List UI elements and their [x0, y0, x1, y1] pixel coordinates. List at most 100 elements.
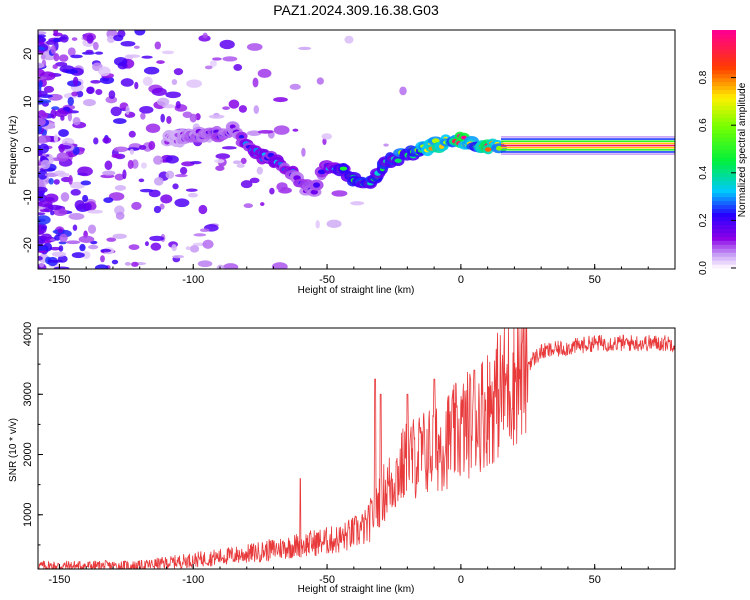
spectrogram-noise-blob [38, 117, 46, 127]
spectrogram-ridge-core [496, 145, 503, 151]
spectrogram-noise-blob [153, 205, 162, 214]
spectrogram-noise-blob [53, 266, 70, 269]
spectrogram-noise-blob [38, 62, 45, 69]
spectrogram-noise-blob [86, 34, 94, 44]
spectrogram-noise-blob [149, 235, 165, 242]
spectrogram-noise-blob [125, 105, 130, 116]
spectrogram-noise-blob [95, 88, 103, 96]
spectrogram-noise-blob [221, 146, 237, 150]
spectrogram-noise-blob [80, 180, 92, 186]
colorbar-step [712, 240, 736, 245]
colorbar-step [712, 204, 736, 210]
spectrogram-noise-blob [78, 235, 95, 243]
spectrogram-ridge-core [317, 169, 326, 175]
spectrogram-noise-blob [139, 188, 154, 193]
spectrogram-noise-blob [67, 96, 74, 106]
spectrogram-noise-blob [103, 197, 114, 203]
spectrogram-ridge-core [484, 147, 492, 152]
spectrogram-noise-blob [86, 86, 94, 94]
spectrogram-noise-blob [214, 159, 225, 164]
spectrogram-noise-blob [93, 137, 99, 145]
colorbar-step [712, 196, 736, 202]
spectrogram-noise-blob [122, 169, 127, 180]
spectrogram-noise-blob [108, 192, 125, 201]
spectrogram-noise-blob [128, 244, 140, 251]
spectrogram-noise-blob [144, 241, 149, 247]
spectrogram-noise-blob [114, 184, 127, 191]
x-tick-label: 0 [458, 274, 464, 286]
figure-title: PAZ1.2024.309.16.38.G03 [273, 2, 439, 18]
snr-line [38, 328, 675, 569]
spectrogram-noise-blob [38, 99, 52, 104]
colorbar-ticks: 0.0 0.2 0.4 0.6 0.8 [698, 70, 736, 275]
y-tick-label: 20 [22, 48, 34, 60]
spectrogram-noise-blob [72, 116, 81, 126]
spectrogram-noise-blob [134, 81, 139, 90]
colorbar-step [712, 81, 736, 87]
colorbar-tick-label: 0.2 [698, 213, 709, 227]
spectrogram-noise-blob [50, 44, 57, 55]
spectrogram-noise-blob [185, 188, 198, 192]
y-tick-label: 3000 [22, 382, 34, 406]
colorbar-step [712, 117, 736, 122]
colorbar-step [712, 176, 736, 182]
spectrogram-noise-blob [94, 51, 104, 55]
spectrogram-noise-blob [70, 189, 81, 196]
colorbar-step [712, 89, 736, 95]
spectrogram-noise-blob [48, 178, 54, 185]
spectrogram-noise-blob [53, 208, 68, 217]
spectrogram-noise-blob [174, 198, 190, 208]
spectrogram-noise-blob [175, 100, 181, 109]
spectrogram-noise-blob [165, 170, 175, 179]
spectrogram-noise-blob [114, 173, 125, 181]
spectrogram-noise-blob [87, 209, 103, 214]
spectrogram-noise-blob [199, 228, 210, 233]
spectrogram-noise-blob [202, 239, 214, 249]
spectrogram-band-line [501, 153, 675, 155]
spectrogram-noise-blob [82, 202, 92, 211]
spectrogram-band-line [501, 146, 675, 149]
spectrogram-noise-blob [99, 76, 115, 85]
spectrogram-noise-blob [165, 91, 181, 99]
spectrogram-ridge-core [313, 182, 321, 188]
y-tick-label: -20 [22, 237, 34, 253]
spectrogram-noise-blob [249, 177, 260, 184]
x-tick-label: -50 [319, 574, 335, 586]
snr-panel: -150 -100 -50 0 50 1000 2000 3000 4000 Height o… [8, 322, 676, 595]
spectrogram-noise-blob [115, 211, 125, 220]
spectrogram-noise-blob [38, 215, 51, 225]
y-tick-label: 2000 [22, 442, 34, 466]
spectrogram-noise-blob [82, 98, 96, 107]
spectrogram-noise-blob [87, 224, 97, 234]
colorbar-tick-label: 0.4 [698, 165, 709, 179]
spectrogram-noise-blob [50, 109, 57, 119]
spectrogram-noise-blob [236, 163, 245, 168]
colorbar-step [712, 244, 736, 249]
spectrogram-noise-blob [112, 233, 127, 239]
colorbar-step [712, 260, 736, 265]
spectrogram-noise-blob [68, 212, 85, 220]
spectrogram-noise-blob [298, 46, 312, 51]
spectrogram-noise-blob [60, 192, 70, 202]
spectrogram-noise-blob [128, 130, 136, 138]
spectrogram-noise-blob [273, 125, 290, 135]
spectrogram-noise-blob [38, 31, 47, 35]
spectrogram-noise-blob [145, 123, 161, 134]
colorbar-step [712, 69, 736, 75]
spectrogram-noise-blob [233, 63, 243, 71]
spectrogram-noise-blob [292, 128, 299, 132]
spectrogram-noise-blob [38, 186, 48, 194]
colorbar-label: Normalized spectral amplitude [737, 82, 748, 217]
colorbar-step [712, 57, 736, 63]
spectrogram-noise-blob [52, 32, 63, 37]
spectrogram-noise-blob [165, 155, 179, 164]
colorbar-tick-label: 0.8 [698, 70, 709, 84]
spectrogram-noise-blob [106, 237, 117, 242]
colorbar-step [712, 33, 736, 39]
spectrogram-noise-blob [173, 68, 184, 76]
spectrogram-noise-blob [289, 83, 301, 90]
spectrogram-noise-blob [38, 90, 48, 97]
colorbar-step [712, 188, 736, 194]
spectrogram-noise-blob [113, 146, 129, 153]
spectrogram-noise-blob [171, 244, 177, 252]
